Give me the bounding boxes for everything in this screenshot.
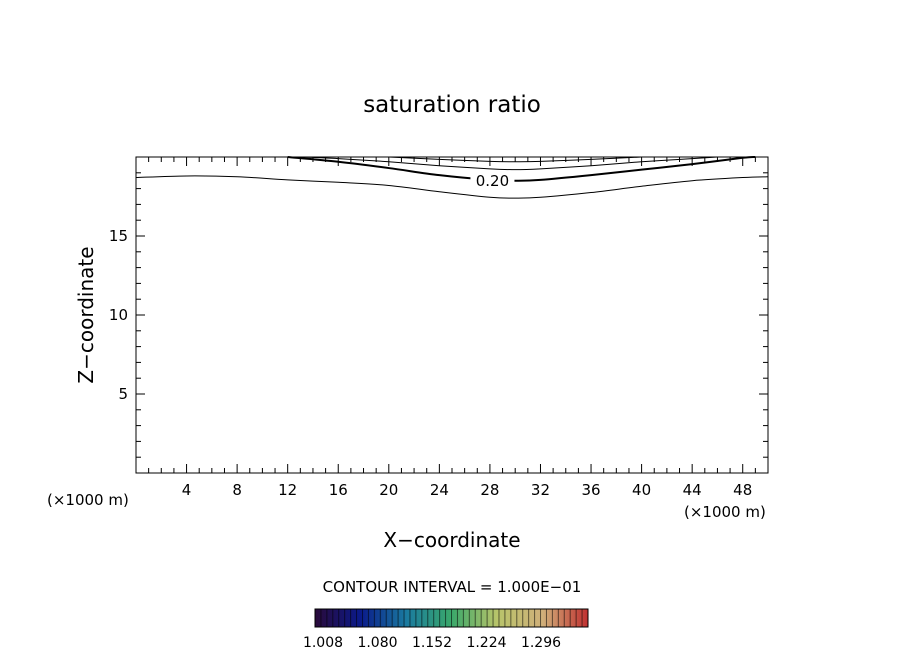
colorbar-tick-label: 1.152	[412, 635, 452, 651]
x-unit-left: (×1000 m)	[47, 491, 129, 509]
contour-label-bg	[470, 170, 515, 188]
contour-label: 0.20	[476, 172, 509, 190]
contour-lines: 0.20	[135, 155, 769, 199]
x-tick-label: 28	[480, 481, 499, 499]
plot-frame	[135, 156, 769, 474]
x-tick-label: 12	[278, 481, 297, 499]
colorbar: 1.008 1.080 1.152 1.224 1.296	[303, 608, 589, 651]
x-axis: 4 8 12 16 20 24 28 32 36 40 44 48	[148, 157, 756, 499]
x-tick-label: 44	[683, 481, 702, 499]
contour-line	[300, 156, 718, 171]
x-axis-label: X−coordinate	[383, 528, 520, 552]
contour-line	[135, 175, 769, 199]
x-tick-label: 20	[379, 481, 398, 499]
contour-line	[287, 155, 756, 182]
y-tick-label: 10	[109, 306, 128, 324]
colorbar-tick-label: 1.296	[521, 635, 561, 651]
contour-interval-text: CONTOUR INTERVAL = 1.000E−01	[323, 578, 582, 596]
chart-title: saturation ratio	[363, 92, 541, 118]
y-tick-label: 5	[118, 385, 128, 403]
x-tick-label: 8	[232, 481, 242, 499]
colorbar-tick-label: 1.224	[466, 635, 506, 651]
x-tick-label: 48	[733, 481, 752, 499]
colorbar-tick-label: 1.008	[303, 635, 343, 651]
x-tick-label: 24	[430, 481, 449, 499]
y-axis-label: Z−coordinate	[74, 246, 98, 383]
x-tick-label: 32	[531, 481, 550, 499]
y-tick-label: 15	[109, 227, 128, 245]
x-tick-label: 16	[329, 481, 348, 499]
x-unit-right: (×1000 m)	[684, 503, 766, 521]
plot-area	[135, 156, 769, 474]
x-tick-label: 36	[581, 481, 600, 499]
x-tick-label: 4	[182, 481, 192, 499]
colorbar-tick-label: 1.080	[357, 635, 397, 651]
x-tick-label: 40	[632, 481, 651, 499]
y-axis: 5 10 15	[109, 172, 768, 458]
